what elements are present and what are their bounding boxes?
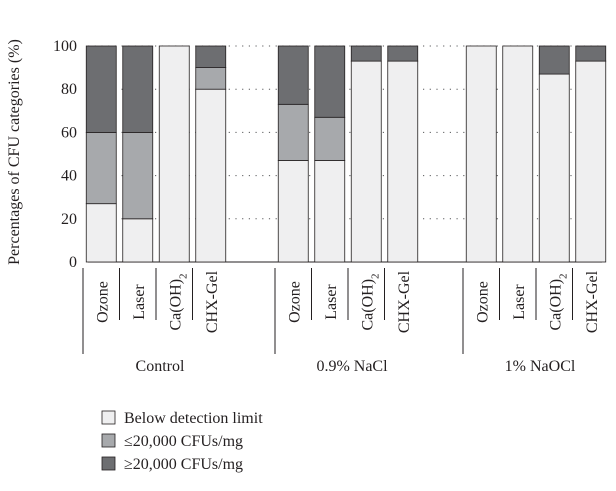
y-tick-label-100: 100 [53,38,77,55]
x-category-label-1-naocl-laser: Laser [511,284,528,320]
bar-segment-control-ozone-below-detection-limit [85,203,117,263]
x-category-label-0-9-nacl-ozone: Ozone [286,281,303,323]
bar-segment-0-9-nacl-chx-gel-below-detection-limit [387,60,419,263]
bar-segment-0-9-nacl-ozone-20-000-cfus-mg [277,45,309,105]
x-category-label-control-ozone: Ozone [94,281,111,323]
legend-swatch-0 [101,410,116,425]
group-label-control: Control [136,358,185,375]
legend-swatch-1 [101,433,116,448]
x-category-label-control-laser: Laser [131,284,148,320]
y-tick-label-20: 20 [61,211,77,228]
legend-label-1: ≤20,000 CFUs/mg [124,433,243,450]
bar-segment-0-9-nacl-laser-20-000-cfus-mg [314,116,346,161]
group-label-0-9-nacl: 0.9% NaCl [316,358,388,375]
bar-segment-1-naocl-laser-below-detection-limit [502,45,534,263]
bar-segment-control-ca-oh-2-below-detection-limit [158,45,190,263]
y-axis-title: Percentages of CFU categories (%) [6,39,23,265]
bar-segment-control-chx-gel-20-000-cfus-mg [195,45,227,69]
bar-segment-0-9-nacl-laser-below-detection-limit [314,160,346,263]
x-category-label-1-naocl-ozone: Ozone [474,281,491,323]
bar-segment-1-naocl-chx-gel-20-000-cfus-mg [575,45,607,62]
bar-segment-0-9-nacl-chx-gel-20-000-cfus-mg [387,45,419,62]
bar-segment-1-naocl-ca-oh-2-below-detection-limit [538,73,570,263]
group-label-1-naocl: 1% NaOCl [505,358,576,375]
bar-segment-0-9-nacl-laser-20-000-cfus-mg [314,45,346,118]
bar-segment-0-9-nacl-ca-oh-2-20-000-cfus-mg [350,45,382,62]
y-tick-label-60: 60 [61,124,77,141]
x-category-label-0-9-nacl-chx-gel: CHX-Gel [396,270,413,333]
bar-segment-1-naocl-ca-oh-2-20-000-cfus-mg [538,45,570,75]
y-tick-label-80: 80 [61,81,77,98]
y-tick-label-40: 40 [61,168,77,185]
x-category-label-control-ca-oh-2: Ca(OH)2 [167,273,189,330]
bar-segment-0-9-nacl-ca-oh-2-below-detection-limit [350,60,382,263]
bar-segment-control-laser-below-detection-limit [122,218,154,263]
bars [85,45,607,263]
x-category-label-0-9-nacl-ca-oh-2: Ca(OH)2 [359,273,381,330]
bar-segment-1-naocl-chx-gel-below-detection-limit [575,60,607,263]
bar-segment-control-laser-20-000-cfus-mg [122,45,154,133]
legend-swatch-2 [101,456,116,471]
legend-label-2: ≥20,000 CFUs/mg [124,456,243,473]
x-category-label-1-naocl-ca-oh-2: Ca(OH)2 [547,273,569,330]
x-axis-categories: Ozone Laser Ca(OH)2 CHX-Gel Control Ozone Lase… [82,268,601,375]
x-category-label-1-naocl-chx-gel: CHX-Gel [584,270,601,333]
bar-segment-0-9-nacl-ozone-20-000-cfus-mg [277,103,309,161]
bar-segment-control-ozone-20-000-cfus-mg [85,45,117,133]
bar-segment-1-naocl-ozone-below-detection-limit [465,45,497,263]
legend-label-0: Below detection limit [124,410,263,427]
bar-segment-control-chx-gel-below-detection-limit [195,88,227,263]
x-category-label-0-9-nacl-laser: Laser [323,284,340,320]
bar-segment-control-laser-20-000-cfus-mg [122,131,154,220]
bar-segment-control-chx-gel-20-000-cfus-mg [195,67,227,90]
bar-segment-control-ozone-20-000-cfus-mg [85,131,117,205]
bar-segment-0-9-nacl-ozone-below-detection-limit [277,160,309,263]
legend: Below detection limit ≤20,000 CFUs/mg ≥20,… [101,410,263,473]
x-category-label-control-chx-gel: CHX-Gel [204,270,221,333]
y-tick-label-0: 0 [69,254,77,271]
